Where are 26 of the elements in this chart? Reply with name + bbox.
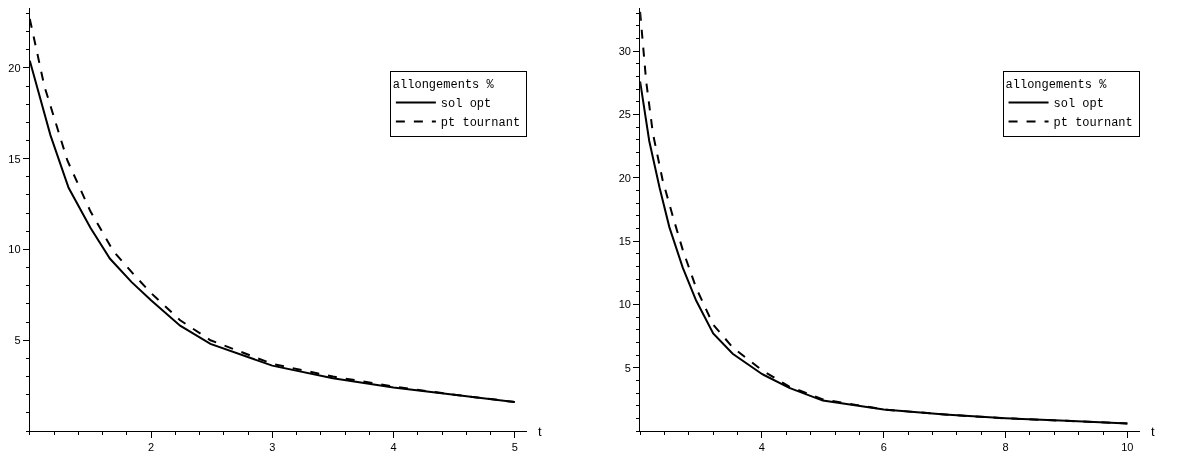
legend-label: sol opt [440,97,492,112]
x-tick-label: 6 [880,441,887,454]
legend-label: sol opt [1053,97,1104,112]
x-tick-label: 4 [390,441,397,454]
y-tick-label: 10 [8,243,21,256]
legend-title: allongements % [1005,78,1108,93]
legend-label: pt tournant [1053,116,1133,131]
y-tick-label: 15 [8,152,21,165]
y-tick-label: 5 [624,361,631,374]
x-axis-title: t [1151,424,1155,439]
x-axis-title: t [538,424,542,439]
x-tick-label: 10 [1121,441,1134,454]
x-tick-label: 5 [511,441,518,454]
legend-title: allongements % [392,78,495,93]
x-tick-label: 2 [147,441,155,454]
y-tick-label: 20 [618,171,631,184]
y-tick-label: 10 [618,298,631,311]
x-tick-label: 8 [1002,441,1009,454]
y-tick-label: 5 [14,334,21,347]
y-tick-label: 15 [618,234,631,247]
y-tick-label: 30 [618,44,631,57]
y-tick-label: 25 [618,108,631,121]
x-tick-label: 4 [758,441,765,454]
y-tick-label: 20 [8,61,21,74]
legend-label: pt tournant [440,116,521,131]
x-tick-label: 3 [269,441,276,454]
